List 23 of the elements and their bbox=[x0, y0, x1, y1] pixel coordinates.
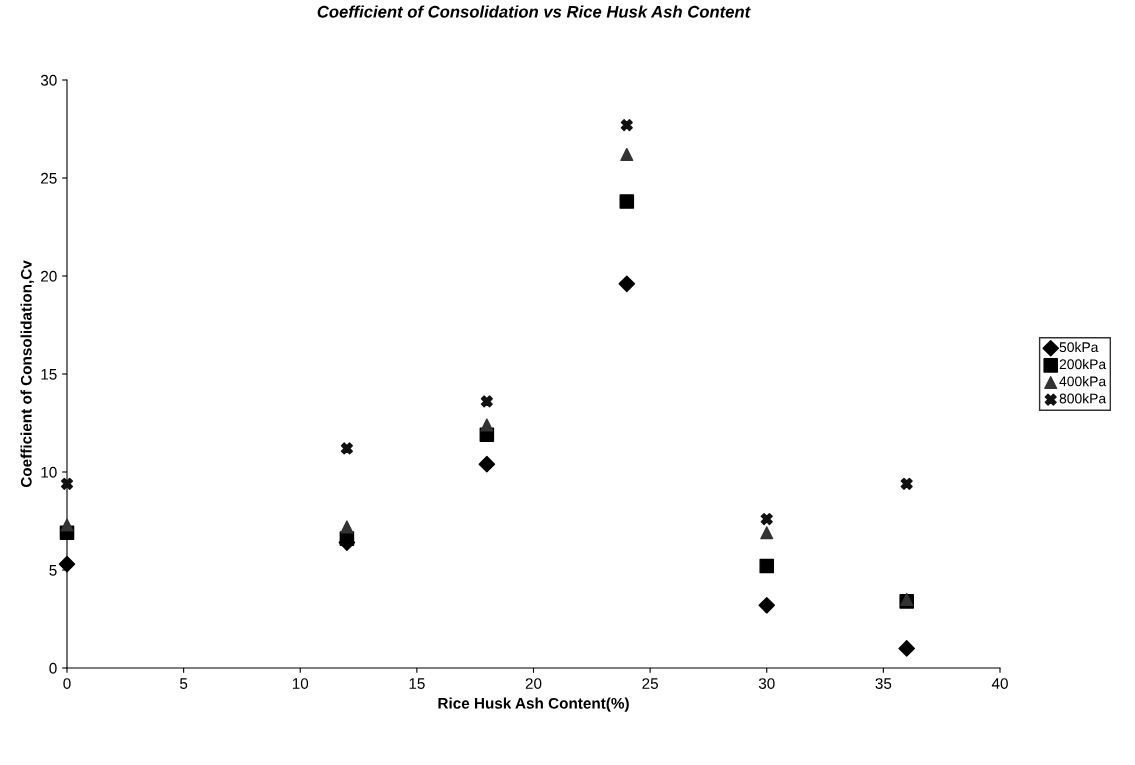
y-tick-label: 30 bbox=[40, 74, 57, 86]
y-tick-label: 20 bbox=[41, 270, 57, 282]
x-tick-label: 10 bbox=[292, 678, 309, 689]
x-tick-label: 5 bbox=[179, 678, 188, 689]
x-axis-title: Rice Husk Ash Content(%) bbox=[438, 697, 629, 712]
y-tick-label: 5 bbox=[49, 565, 57, 576]
x-tick-label: 15 bbox=[409, 678, 425, 689]
legend-label: 200kPa bbox=[1059, 358, 1107, 370]
y-tick-label: 25 bbox=[41, 172, 57, 184]
y-tick-label: 10 bbox=[41, 466, 57, 478]
y-tick-label: 15 bbox=[41, 369, 57, 380]
legend-label: 800kPa bbox=[1059, 393, 1107, 404]
x-tick-label: 30 bbox=[758, 678, 775, 689]
y-tick-label: 0 bbox=[49, 662, 57, 674]
x-tick-label: 35 bbox=[875, 678, 892, 689]
x-tick-label: 20 bbox=[525, 678, 542, 689]
chart-title: Coefficient of Consolidation vs Rice Husk Ash Content bbox=[317, 5, 751, 18]
x-tick-label: 0 bbox=[63, 678, 71, 689]
x-tick-label: 25 bbox=[642, 678, 658, 689]
x-tick-label: 40 bbox=[991, 678, 1008, 689]
legend-label: 400kPa bbox=[1059, 376, 1107, 387]
y-axis-title: Coefficient of Consolidation,Cv bbox=[20, 260, 34, 488]
legend-label: 50kPa bbox=[1059, 341, 1099, 353]
